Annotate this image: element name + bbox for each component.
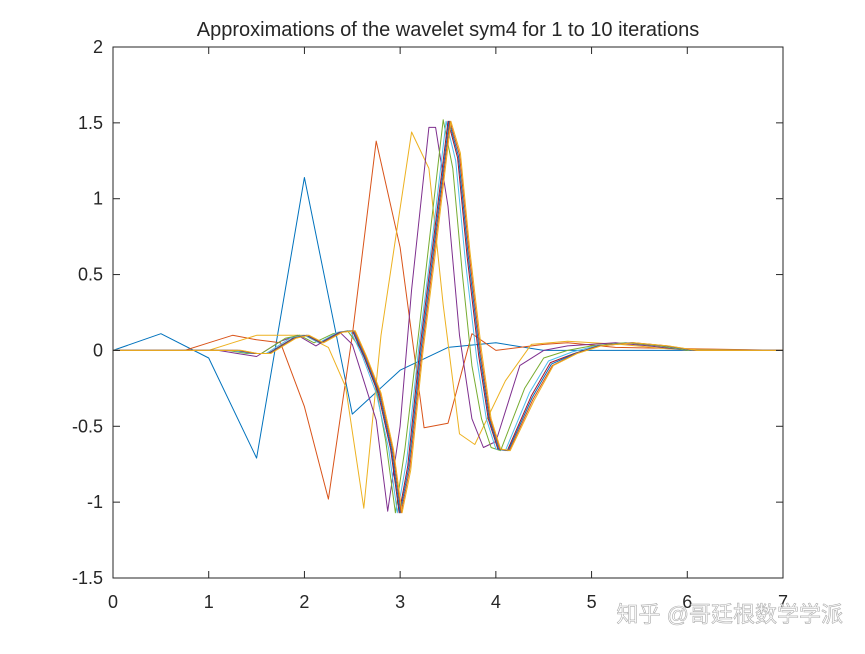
series-line-5 [113,119,783,514]
watermark-text: 知乎 @哥廷根数学学派 [617,602,843,627]
y-tick-label: -0.5 [72,416,103,436]
y-tick-label: 1.5 [78,113,103,133]
x-tick-label: 6 [682,592,692,612]
chart-title: Approximations of the wavelet sym4 for 1… [197,19,699,41]
x-tick-label: 1 [204,592,214,612]
y-tick-label: 0.5 [78,265,103,285]
series-layer [112,119,784,514]
y-tick-label: 0 [93,340,103,360]
y-tick-label: -1.5 [72,568,103,588]
x-tick-label: 5 [587,592,597,612]
x-tick-label: 7 [778,592,788,612]
plot-frame [112,46,784,579]
series-line-3 [113,131,784,509]
axes-layer: 0 1 2 3 4 5 6 7 -1.5 -1 -0.5 0 0.5 1 1.5 2 [72,37,788,612]
y-tick-label: 2 [93,37,103,57]
series-line-2 [113,140,784,500]
x-tick-label: 0 [108,592,118,612]
series-line-10 [113,120,783,514]
x-tick-label: 4 [491,592,501,612]
y-tick-label: 1 [93,189,103,209]
x-tick-label: 2 [299,592,309,612]
y-tick-label: -1 [87,492,103,512]
x-tick-label: 3 [395,592,405,612]
